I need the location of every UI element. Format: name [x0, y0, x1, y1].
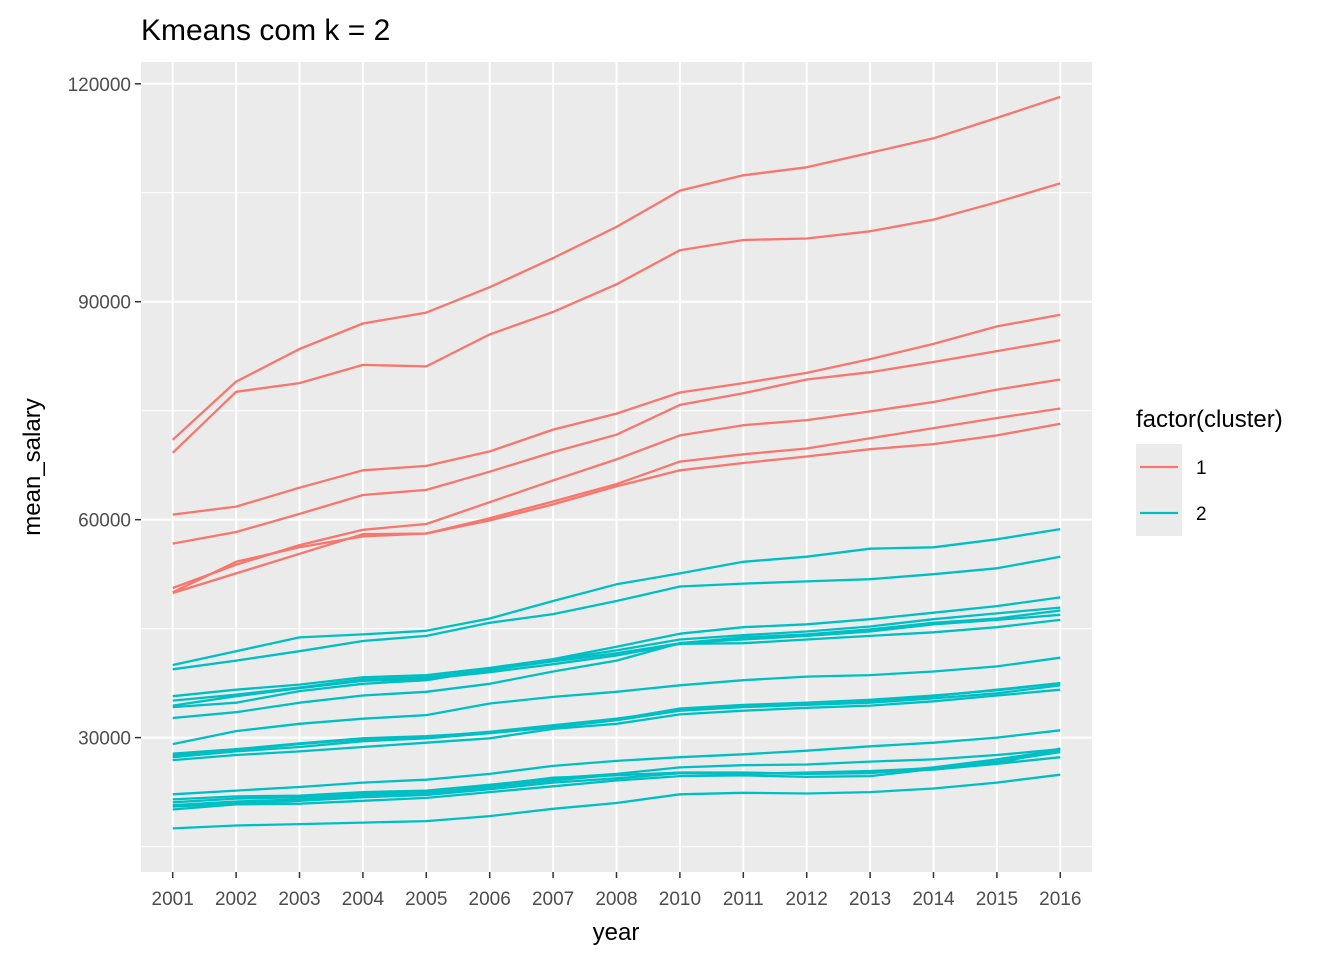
- series-line-cluster-2: [172, 756, 1061, 811]
- y-tick-label: 30000: [78, 729, 131, 750]
- legend: factor(cluster) 1 2: [1136, 406, 1283, 536]
- x-tick-label: 2013: [849, 889, 891, 910]
- series-group: [171, 95, 1061, 830]
- x-tick-label: 2002: [215, 889, 257, 910]
- series-line-cluster-2: [172, 684, 1061, 759]
- series-line-cluster-2: [172, 688, 1061, 762]
- legend-title: factor(cluster): [1136, 406, 1283, 433]
- y-axis: 30000 60000 90000 120000: [68, 75, 141, 750]
- x-tick-label: 2004: [342, 889, 385, 910]
- series-line-cluster-2: [172, 681, 1061, 757]
- x-tick-label: 2006: [469, 889, 511, 910]
- chart-title: Kmeans com k = 2: [141, 14, 390, 47]
- x-tick-label: 2008: [595, 889, 637, 910]
- series-line-cluster-1: [171, 95, 1061, 441]
- x-tick-label: 2005: [405, 889, 447, 910]
- series-line-cluster-1: [172, 313, 1061, 516]
- y-tick-label: 90000: [78, 293, 131, 314]
- x-tick-label: 2007: [532, 889, 574, 910]
- y-axis-title: mean_salary: [19, 398, 46, 535]
- x-tick-label: 2010: [659, 889, 701, 910]
- series-line-cluster-2: [172, 773, 1061, 830]
- x-tick-label: 2012: [786, 889, 828, 910]
- x-axis: 2001 2002 2003 2004 2005 2006 2007 2008 2010 2011…: [152, 872, 1081, 910]
- x-tick-label: 2003: [278, 889, 320, 910]
- legend-entry-2: 2: [1136, 490, 1207, 536]
- series-line-cluster-1: [172, 422, 1061, 594]
- y-tick-label: 120000: [68, 75, 131, 96]
- x-tick-label: 2011: [723, 889, 764, 910]
- legend-label-2: 2: [1196, 504, 1207, 525]
- y-tick-label: 60000: [78, 511, 131, 532]
- series-line-cluster-1: [172, 378, 1061, 590]
- x-tick-label: 2016: [1039, 889, 1081, 910]
- series-line-cluster-1: [172, 407, 1061, 595]
- x-axis-title: year: [593, 919, 640, 946]
- legend-entry-1: 1: [1136, 444, 1207, 490]
- x-tick-label: 2014: [912, 889, 955, 910]
- series-line-cluster-1: [172, 339, 1061, 545]
- x-tick-label: 2001: [152, 889, 194, 910]
- series-line-cluster-2: [172, 729, 1061, 796]
- series-line-cluster-2: [172, 750, 1061, 808]
- grid-major: [141, 62, 1092, 872]
- series-line-cluster-2: [172, 656, 1061, 746]
- series-line-cluster-2: [172, 609, 1061, 709]
- series-line-cluster-2: [172, 613, 1061, 720]
- legend-label-1: 1: [1196, 458, 1207, 479]
- series-line-cluster-1: [171, 182, 1061, 454]
- series-line-cluster-2: [172, 618, 1061, 707]
- series-line-cluster-2: [172, 527, 1061, 667]
- series-line-cluster-2: [172, 596, 1061, 698]
- series-line-cluster-2: [172, 555, 1061, 671]
- x-tick-label: 2015: [976, 889, 1018, 910]
